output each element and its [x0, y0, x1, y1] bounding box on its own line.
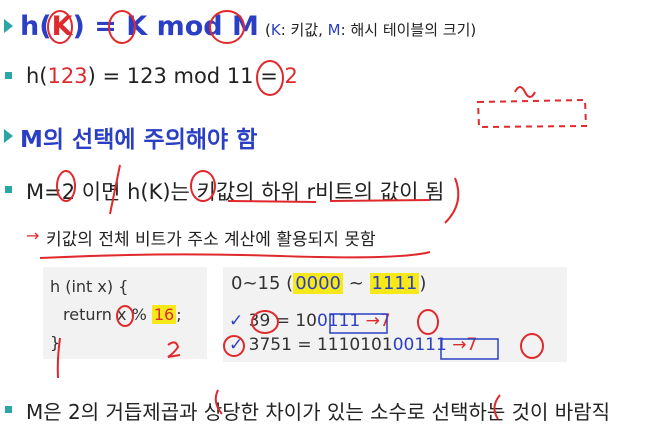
- bracket-annotation: [444, 177, 460, 224]
- example-pre: h(: [26, 64, 48, 88]
- ex1-pre: 39 = 10: [248, 311, 317, 331]
- range-pre: 0~15 (: [231, 273, 294, 294]
- square-bullet-icon: [5, 406, 12, 413]
- binary-example-1: ✓ 39 = 100111 →7: [229, 311, 391, 331]
- note-k-text: : 키값,: [280, 21, 328, 39]
- ex2-result: 7: [466, 335, 478, 355]
- code-line-2: return x % 16;: [63, 305, 182, 324]
- dashed-box-annotation: [476, 98, 588, 129]
- code-return: return x %: [63, 305, 152, 324]
- example-line: h(123) = 123 mod 11 = 2: [26, 64, 298, 88]
- squiggle-annotation: [514, 86, 536, 98]
- example-post: ) = 123 mod 11 =: [87, 64, 285, 88]
- wavy-underline-annotation: [39, 251, 431, 259]
- square-bullet-icon: [5, 186, 12, 193]
- arrow-bullet-icon: [4, 129, 13, 143]
- code-block: h (int x) { return x % 16; }: [43, 267, 207, 359]
- ex1-arrow-icon: →: [365, 311, 380, 331]
- binary-range: 0~15 (0000 ~ 1111): [231, 273, 426, 294]
- formula-m: M: [232, 11, 259, 42]
- formula-mod: mod: [147, 11, 233, 42]
- code-line-1: h (int x) {: [50, 277, 129, 296]
- example-num: 123: [47, 64, 88, 88]
- formula-close: ) =: [72, 11, 127, 42]
- code-line-3: }: [50, 333, 61, 352]
- bullet-text: M=2 이면 h(K)는 키값의 하위 r비트의 값이 됨: [26, 180, 445, 204]
- ex2-bits: 00111: [392, 335, 447, 355]
- note-k: K: [270, 21, 281, 39]
- arrow-bullet-icon: [4, 19, 13, 33]
- binary-example-2: ✓ 3751 = 111010100111 →7: [229, 335, 477, 355]
- note-m-text: : 해시 테이블의 크기): [340, 21, 477, 39]
- note-m: M: [327, 21, 341, 39]
- ex1-result: 7: [379, 311, 391, 331]
- hash-formula: h(K) = K mod M: [20, 11, 259, 42]
- sub-arrow-icon: →: [26, 226, 40, 245]
- ex1-bits: 0111: [316, 311, 361, 331]
- ex2-pre: 3751 = 1110101: [248, 335, 393, 355]
- section-heading: M의 선택에 주의해야 함: [20, 127, 258, 153]
- sub-bullet-text: 키값의 전체 비트가 주소 계산에 활용되지 못함: [46, 230, 376, 250]
- range-high: 1111: [369, 273, 420, 294]
- range-post: ): [419, 273, 427, 294]
- formula-h: h(: [20, 11, 52, 42]
- conclusion-text: M은 2의 거듭제곱과 상당한 차이가 있는 소수로 선택하는 것이 바람직: [26, 400, 610, 424]
- formula-note: (K: 키값, M: 해시 테이블의 크기): [265, 19, 476, 40]
- formula-k2: K: [126, 11, 148, 42]
- square-bullet-icon: [5, 72, 12, 79]
- binary-example-block: 0~15 (0000 ~ 1111) ✓ 39 = 100111 →7 ✓ 37…: [223, 267, 567, 362]
- check-icon: ✓: [229, 335, 244, 355]
- code-modulus: 16: [151, 305, 177, 324]
- check-icon: ✓: [229, 311, 244, 331]
- code-semicolon: ;: [176, 305, 182, 324]
- formula-k: K: [51, 11, 73, 42]
- example-result: 2: [284, 64, 298, 88]
- range-low: 0000: [293, 273, 343, 294]
- note-open: (: [265, 21, 271, 39]
- ex2-arrow-icon: →: [452, 335, 467, 355]
- range-mid: ~: [343, 273, 370, 294]
